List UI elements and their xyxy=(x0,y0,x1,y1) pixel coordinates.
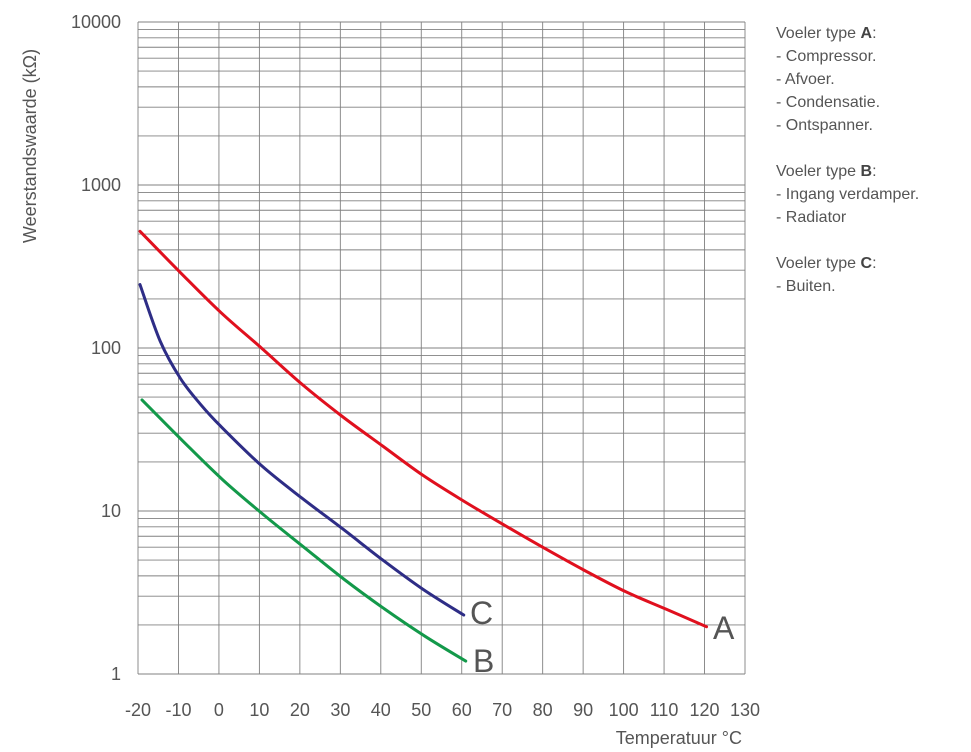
x-tick-label: 80 xyxy=(533,700,553,720)
chart-curves xyxy=(138,229,709,663)
curve-label-c: C xyxy=(470,595,493,631)
y-tick-label: 10000 xyxy=(71,12,121,32)
x-tick-label: 10 xyxy=(249,700,269,720)
curve-label-b: B xyxy=(473,643,494,679)
x-tick-labels: -20 -10 0 10 20 30 40 50 60 70 80 90 100 110 120 130 xyxy=(125,700,760,720)
y-tick-label: 10 xyxy=(101,501,121,521)
legend-group-a: Voeler type A: - Compressor. - Afvoer. -… xyxy=(776,22,919,137)
y-tick-label: 1 xyxy=(111,664,121,684)
legend-item: - Ingang verdamper. xyxy=(776,186,920,203)
x-tick-label: 120 xyxy=(690,700,720,720)
legend-item: - Ontspanner. xyxy=(776,117,873,134)
series-line-a xyxy=(138,229,709,629)
series-line-c xyxy=(138,283,466,617)
y-tick-label: 1000 xyxy=(81,175,121,195)
sensor-legend: Voeler type A: - Compressor. - Afvoer. -… xyxy=(776,22,919,321)
y-tick-label: 100 xyxy=(91,338,121,358)
x-tick-label: 70 xyxy=(492,700,512,720)
x-tick-label: 110 xyxy=(650,700,679,720)
legend-group-b: Voeler type B: - Ingang verdamper. - Rad… xyxy=(776,160,919,229)
legend-item: - Afvoer. xyxy=(776,71,835,88)
x-tick-label: 20 xyxy=(290,700,310,720)
x-tick-label: -10 xyxy=(165,700,191,720)
legend-item: - Compressor. xyxy=(776,48,877,65)
x-tick-label: 130 xyxy=(730,700,760,720)
x-tick-label: 0 xyxy=(214,700,224,720)
legend-item: - Radiator xyxy=(776,209,847,226)
legend-item: - Buiten. xyxy=(776,278,836,295)
y-axis-label: Weerstandswaarde (kΩ) xyxy=(20,49,40,243)
x-tick-label: -20 xyxy=(125,700,151,720)
legend-group-c: Voeler type C: - Buiten. xyxy=(776,252,919,298)
x-tick-label: 100 xyxy=(609,700,639,720)
y-tick-labels: 1 10 100 1000 10000 xyxy=(71,12,121,684)
x-axis-label: Temperatuur °C xyxy=(616,728,742,748)
x-tick-label: 90 xyxy=(573,700,593,720)
legend-title-c: Voeler type C: xyxy=(776,255,877,272)
chart-grid xyxy=(137,21,746,675)
legend-title-a: Voeler type A: xyxy=(776,25,877,42)
x-tick-label: 60 xyxy=(452,700,472,720)
x-tick-label: 50 xyxy=(411,700,431,720)
legend-title-b: Voeler type B: xyxy=(776,163,877,180)
x-tick-label: 30 xyxy=(330,700,350,720)
curve-label-a: A xyxy=(713,610,735,646)
series-line-b xyxy=(140,398,468,663)
legend-item: - Condensatie. xyxy=(776,94,881,111)
x-tick-label: 40 xyxy=(371,700,391,720)
